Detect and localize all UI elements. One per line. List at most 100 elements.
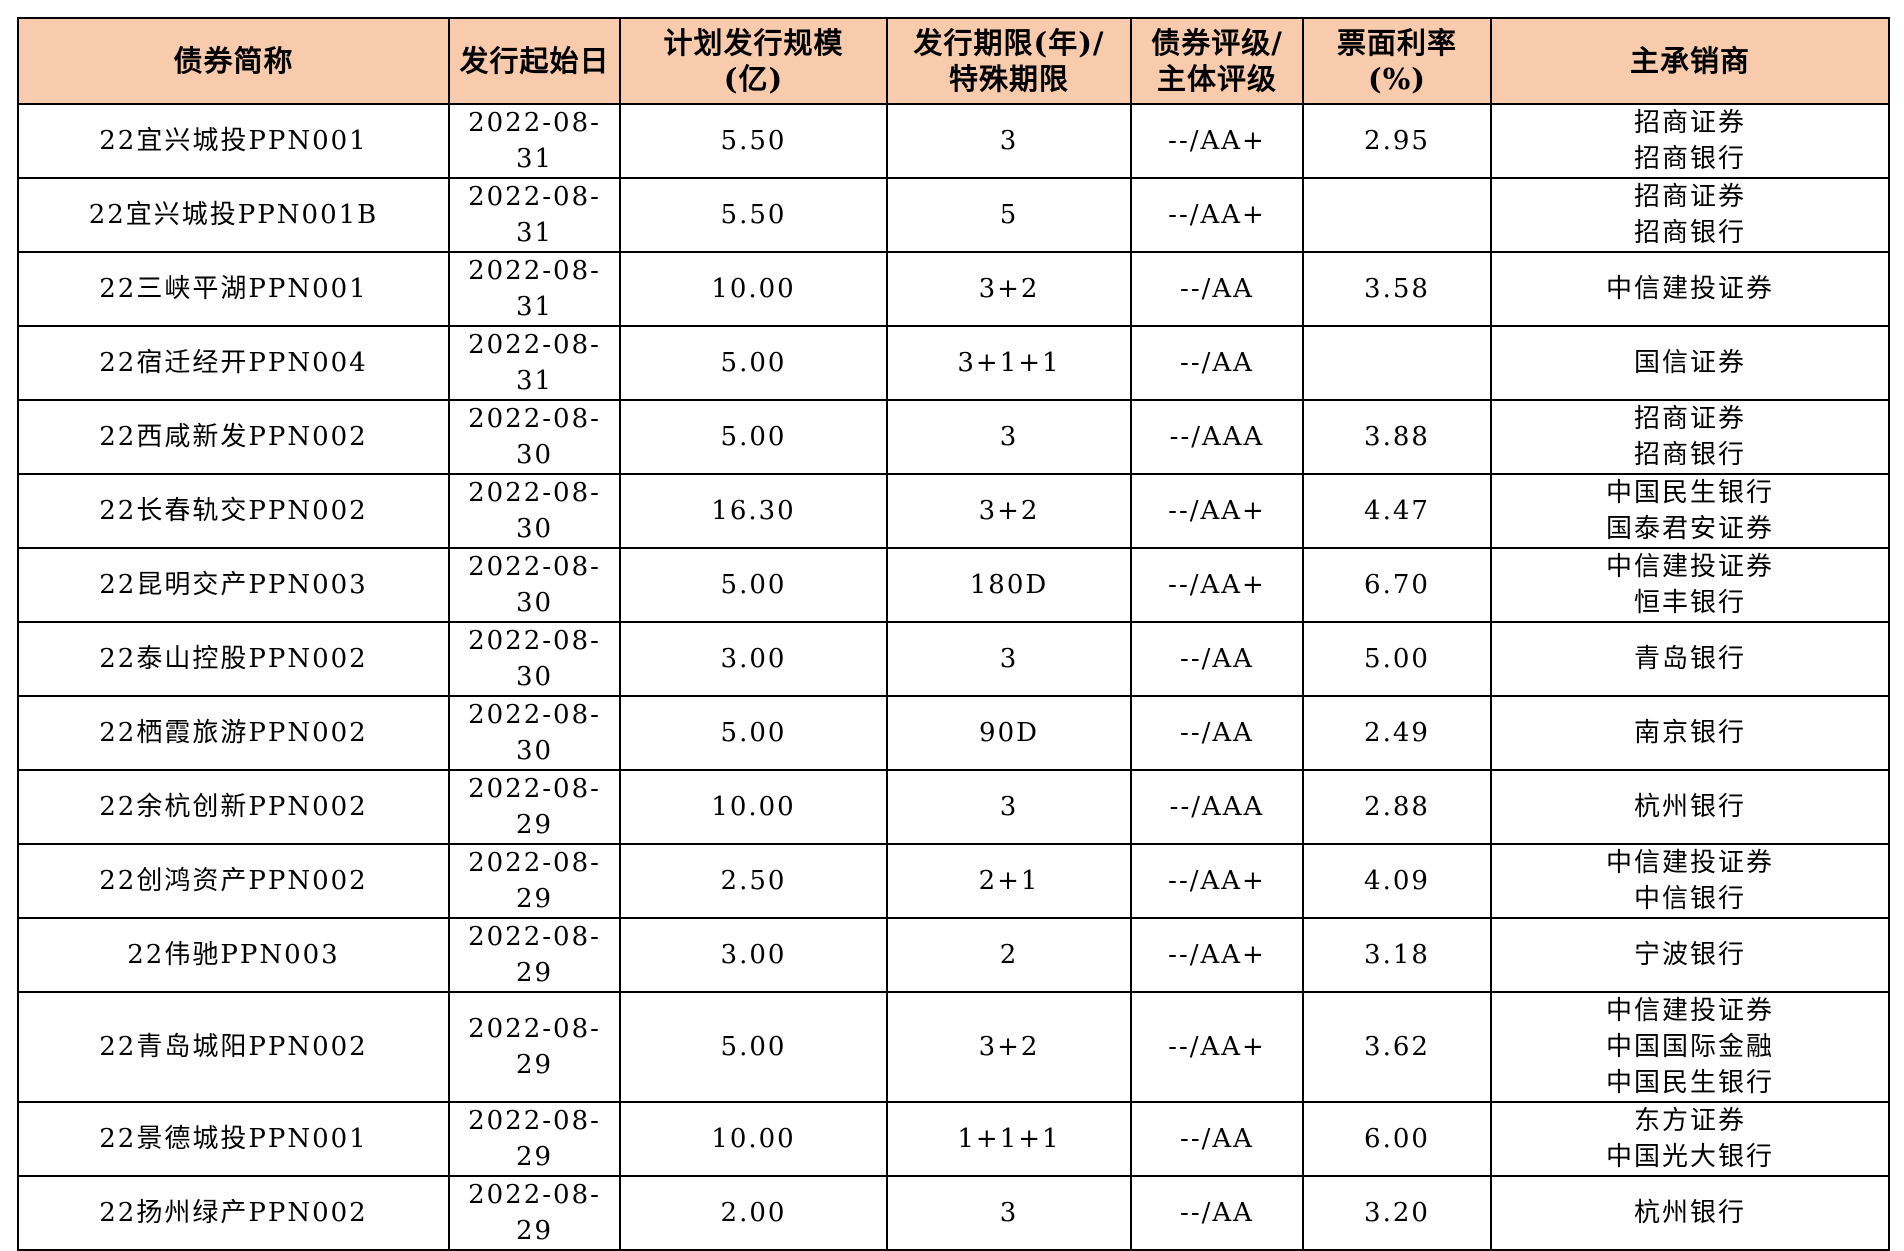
table-row: 22栖霞旅游PPN002 2022-08-30 5.00 90D --/AA 2.49 南京… <box>17 695 1890 771</box>
cell-start-date: 2022-08-31 <box>448 177 621 253</box>
cell-issue-size: 10.00 <box>619 769 888 845</box>
cell-coupon: 3.18 <box>1302 917 1492 993</box>
header-bond-name: 债券简称 <box>17 17 450 105</box>
cell-rating: --/AA+ <box>1130 917 1304 993</box>
underwriter-name: 国泰君安证券 <box>1605 514 1774 544</box>
cell-bond-name: 22宿迁经开PPN004 <box>17 325 450 401</box>
cell-coupon: 3.88 <box>1302 399 1492 475</box>
cell-start-date: 2022-08-29 <box>448 917 621 993</box>
cell-start-date: 2022-08-29 <box>448 991 621 1103</box>
table-row: 22青岛城阳PPN002 2022-08-29 5.00 3+2 --/AA+ 3.62 中… <box>17 991 1890 1103</box>
cell-issue-size: 2.00 <box>619 1175 888 1251</box>
cell-term: 3 <box>886 399 1132 475</box>
table-header-row: 债券简称 发行起始日 计划发行规模 (亿) 发行期限(年)/ 特殊期限 债券评级… <box>17 17 1890 105</box>
underwriter-name: 恒丰银行 <box>1633 588 1746 618</box>
cell-issue-size: 5.00 <box>619 695 888 771</box>
cell-bond-name: 22泰山控股PPN002 <box>17 621 450 697</box>
cell-term: 3 <box>886 103 1132 179</box>
header-underwriter: 主承销商 <box>1490 17 1890 105</box>
bond-issuance-table: 债券简称 发行起始日 计划发行规模 (亿) 发行期限(年)/ 特殊期限 债券评级… <box>17 17 1890 1251</box>
cell-coupon <box>1302 325 1492 401</box>
cell-issue-size: 10.00 <box>619 251 888 327</box>
table-row: 22昆明交产PPN003 2022-08-30 5.00 180D --/AA+ 6.70… <box>17 547 1890 623</box>
cell-underwriters: 东方证券 中国光大银行 <box>1490 1101 1890 1177</box>
cell-underwriters: 招商证券 招商银行 <box>1490 399 1890 475</box>
cell-start-date: 2022-08-31 <box>448 251 621 327</box>
cell-start-date: 2022-08-30 <box>448 399 621 475</box>
cell-term: 3 <box>886 621 1132 697</box>
table-row: 22创鸿资产PPN002 2022-08-29 2.50 2+1 --/AA+ 4.09 中… <box>17 843 1890 919</box>
cell-bond-name: 22景德城投PPN001 <box>17 1101 450 1177</box>
underwriter-name: 招商银行 <box>1633 218 1746 248</box>
underwriter-name: 宁波银行 <box>1633 940 1746 970</box>
cell-start-date: 2022-08-30 <box>448 695 621 771</box>
cell-underwriters: 中信建投证券 中信银行 <box>1490 843 1890 919</box>
cell-term: 180D <box>886 547 1132 623</box>
cell-underwriters: 中国民生银行 国泰君安证券 <box>1490 473 1890 549</box>
cell-rating: --/AA <box>1130 251 1304 327</box>
cell-bond-name: 22西咸新发PPN002 <box>17 399 450 475</box>
cell-term: 2+1 <box>886 843 1132 919</box>
header-rating: 债券评级/ 主体评级 <box>1130 17 1304 105</box>
underwriter-name: 招商证券 <box>1633 182 1746 212</box>
cell-issue-size: 10.00 <box>619 1101 888 1177</box>
header-issue-size: 计划发行规模 (亿) <box>619 17 888 105</box>
cell-coupon: 6.70 <box>1302 547 1492 623</box>
cell-rating: --/AA+ <box>1130 547 1304 623</box>
cell-rating: --/AA <box>1130 695 1304 771</box>
cell-coupon: 2.95 <box>1302 103 1492 179</box>
table-row: 22宜兴城投PPN001B 2022-08-31 5.50 5 --/AA+ 招商证券 招商… <box>17 177 1890 253</box>
cell-term: 5 <box>886 177 1132 253</box>
cell-bond-name: 22昆明交产PPN003 <box>17 547 450 623</box>
underwriter-name: 中信建投证券 <box>1605 274 1774 304</box>
underwriter-name: 招商银行 <box>1633 144 1746 174</box>
cell-term: 3+1+1 <box>886 325 1132 401</box>
underwriter-name: 招商银行 <box>1633 440 1746 470</box>
cell-bond-name: 22余杭创新PPN002 <box>17 769 450 845</box>
cell-term: 3+2 <box>886 991 1132 1103</box>
cell-bond-name: 22青岛城阳PPN002 <box>17 991 450 1103</box>
cell-term: 3+2 <box>886 473 1132 549</box>
table-row: 22泰山控股PPN002 2022-08-30 3.00 3 --/AA 5.00 青岛银行 <box>17 621 1890 697</box>
cell-rating: --/AA <box>1130 1175 1304 1251</box>
cell-underwriters: 招商证券 招商银行 <box>1490 177 1890 253</box>
underwriter-name: 中信建投证券 <box>1605 996 1774 1026</box>
underwriter-name: 中国民生银行 <box>1605 478 1774 508</box>
cell-underwriters: 中信建投证券 恒丰银行 <box>1490 547 1890 623</box>
cell-underwriters: 中信建投证券 中国国际金融 中国民生银行 <box>1490 991 1890 1103</box>
cell-start-date: 2022-08-30 <box>448 473 621 549</box>
cell-rating: --/AA+ <box>1130 991 1304 1103</box>
cell-underwriters: 南京银行 <box>1490 695 1890 771</box>
cell-issue-size: 16.30 <box>619 473 888 549</box>
cell-rating: --/AAA <box>1130 769 1304 845</box>
table-row: 22三峡平湖PPN001 2022-08-31 10.00 3+2 --/AA 3.58 中… <box>17 251 1890 327</box>
cell-issue-size: 5.00 <box>619 991 888 1103</box>
underwriter-name: 招商证券 <box>1633 108 1746 138</box>
table-row: 22长春轨交PPN002 2022-08-30 16.30 3+2 --/AA+ 4.47… <box>17 473 1890 549</box>
header-coupon: 票面利率 (%) <box>1302 17 1492 105</box>
cell-coupon: 3.58 <box>1302 251 1492 327</box>
cell-start-date: 2022-08-31 <box>448 103 621 179</box>
cell-issue-size: 2.50 <box>619 843 888 919</box>
cell-coupon: 4.47 <box>1302 473 1492 549</box>
cell-issue-size: 5.00 <box>619 547 888 623</box>
cell-rating: --/AA <box>1130 325 1304 401</box>
cell-issue-size: 5.00 <box>619 325 888 401</box>
cell-rating: --/AA+ <box>1130 103 1304 179</box>
cell-coupon: 6.00 <box>1302 1101 1492 1177</box>
cell-bond-name: 22栖霞旅游PPN002 <box>17 695 450 771</box>
table-body: 22宜兴城投PPN001 2022-08-31 5.50 3 --/AA+ 2.95 招商证… <box>17 103 1890 1251</box>
cell-rating: --/AA+ <box>1130 473 1304 549</box>
cell-bond-name: 22宜兴城投PPN001B <box>17 177 450 253</box>
table-row: 22伟驰PPN003 2022-08-29 3.00 2 --/AA+ 3.18 宁波银行 <box>17 917 1890 993</box>
cell-coupon: 2.49 <box>1302 695 1492 771</box>
cell-term: 90D <box>886 695 1132 771</box>
underwriter-name: 中国国际金融 <box>1605 1032 1774 1062</box>
cell-rating: --/AAA <box>1130 399 1304 475</box>
cell-coupon: 3.62 <box>1302 991 1492 1103</box>
underwriter-name: 东方证券 <box>1633 1106 1746 1136</box>
cell-underwriters: 杭州银行 <box>1490 769 1890 845</box>
cell-term: 3 <box>886 1175 1132 1251</box>
underwriter-name: 青岛银行 <box>1633 644 1746 674</box>
underwriter-name: 中信建投证券 <box>1605 552 1774 582</box>
